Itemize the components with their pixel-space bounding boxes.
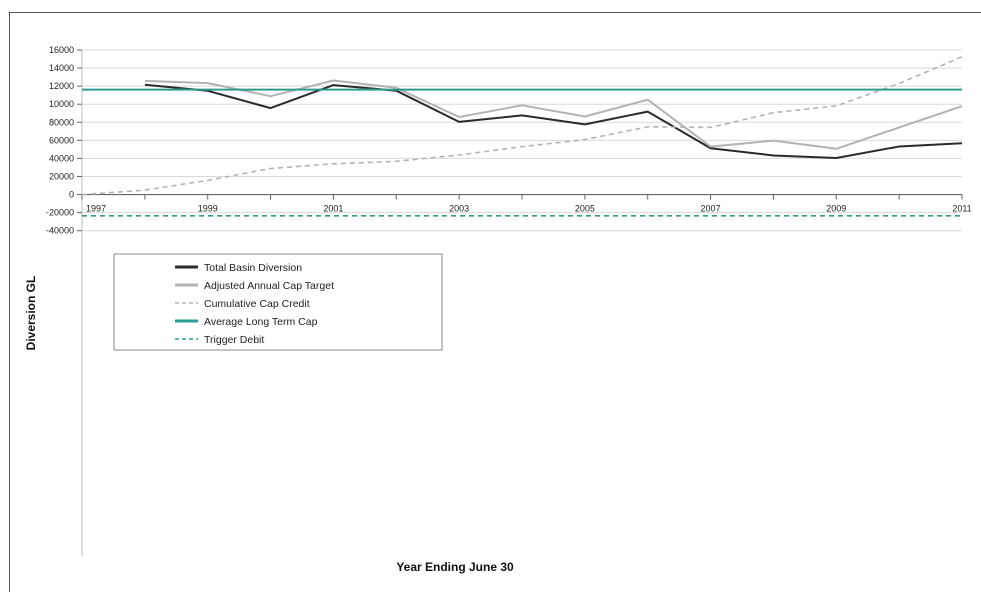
y-tick-label: 20000 [49, 172, 74, 182]
x-tick-label: 2009 [826, 204, 846, 214]
chart-frame [9, 12, 981, 592]
y-tick-label: -20000 [46, 208, 74, 218]
x-tick-label: 1999 [198, 204, 218, 214]
y-axis-title: Diversion GL [24, 276, 38, 351]
grid-lines [77, 49, 963, 556]
line-chart: 16000 14000 12000 10000 80000 60000 40000 20000… [24, 45, 972, 574]
legend-label: Adjusted Annual Cap Target [204, 280, 334, 292]
x-axis-title: Year Ending June 30 [396, 560, 514, 574]
legend-box [113, 253, 443, 351]
series-line-0 [144, 83, 963, 159]
y-tick-label: -40000 [46, 226, 74, 236]
legend-label: Cumulative Cap Credit [204, 298, 310, 310]
y-tick-label: 14000 [49, 63, 74, 73]
x-tick-label: 2005 [575, 204, 595, 214]
y-tick-label: 0 [69, 190, 74, 200]
legend: Total Basin Diversion Adjusted Annual Cap… [113, 253, 443, 351]
y-tick-label: 80000 [49, 117, 74, 127]
legend-label: Trigger Debit [204, 334, 264, 346]
y-tick-labels: 16000 14000 12000 10000 80000 60000 40000 20000… [46, 45, 74, 236]
series-line-2 [81, 56, 963, 196]
x-tick-label: 2003 [449, 204, 469, 214]
series-line-1 [144, 79, 963, 150]
x-tick-label: 2001 [323, 204, 343, 214]
legend-label: Total Basin Diversion [204, 262, 302, 274]
legend-label: Average Long Term Cap [204, 316, 318, 328]
y-tick-label: 60000 [49, 135, 74, 145]
x-tick-label: 2011 [952, 204, 971, 214]
y-tick-label: 16000 [49, 45, 74, 55]
x-tick-label: 1997 [86, 204, 106, 214]
y-tick-label: 10000 [49, 99, 74, 109]
x-tick-labels: 1997 1999 2001 2003 2005 2007 2009 2011 [86, 204, 972, 214]
x-tick-label: 2007 [701, 204, 721, 214]
y-tick-label: 12000 [49, 81, 74, 91]
y-tick-label: 40000 [49, 153, 74, 163]
series-lines [81, 56, 963, 217]
